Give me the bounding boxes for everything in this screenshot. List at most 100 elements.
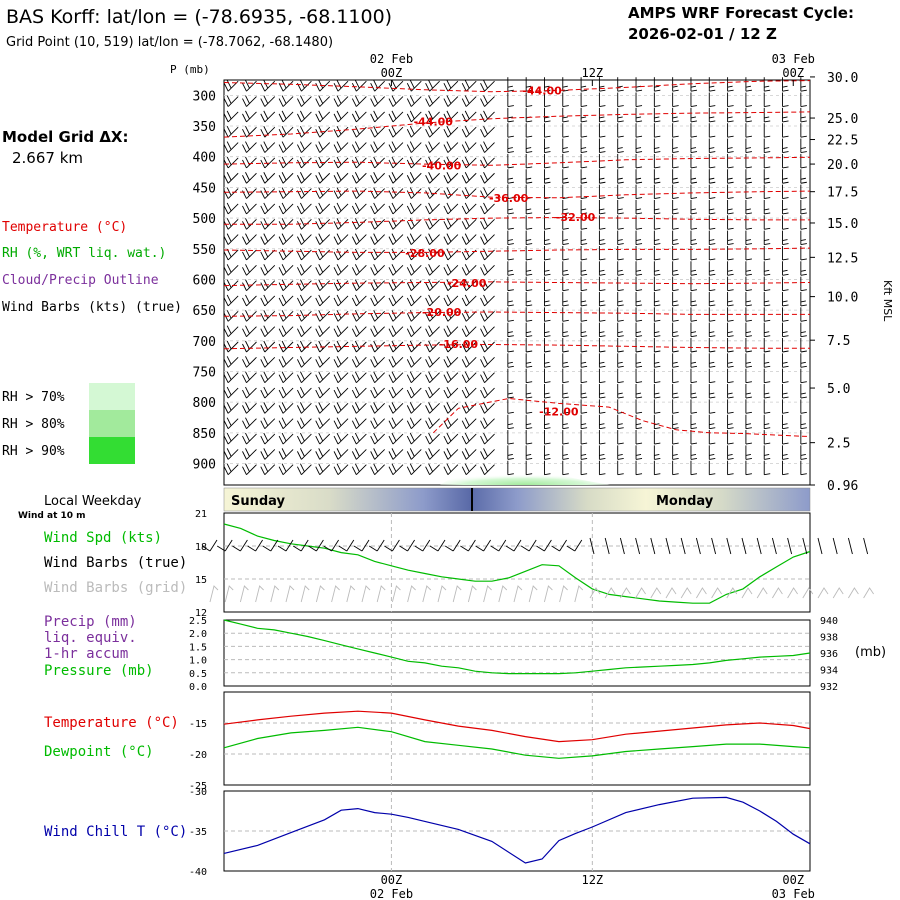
barb-shaft bbox=[356, 142, 367, 153]
wind-barb bbox=[525, 215, 533, 230]
barb-flag bbox=[672, 166, 679, 169]
barb-flag bbox=[617, 300, 623, 303]
barb-flag bbox=[391, 80, 397, 89]
barb-shaft bbox=[264, 372, 276, 384]
barb-flag bbox=[544, 331, 550, 334]
barb-flag bbox=[526, 396, 533, 399]
barb-flag bbox=[727, 89, 734, 92]
wind-barb bbox=[635, 92, 643, 107]
barb-flag bbox=[782, 457, 789, 460]
barb-flag bbox=[544, 427, 551, 430]
barb-shaft bbox=[447, 157, 459, 169]
barb-flag bbox=[300, 202, 305, 212]
barb-flag bbox=[635, 442, 643, 445]
true-wind-barb bbox=[771, 537, 777, 555]
barb-shaft bbox=[465, 357, 477, 368]
barb-flag bbox=[388, 83, 394, 92]
barb-shaft bbox=[301, 295, 312, 307]
barb-flag bbox=[242, 83, 247, 92]
barb-flag bbox=[245, 402, 250, 411]
barb-flag bbox=[226, 356, 232, 365]
wind-barb bbox=[260, 356, 276, 368]
barb-shaft bbox=[410, 295, 422, 307]
wind-barb bbox=[443, 202, 459, 215]
barb-flag bbox=[507, 411, 514, 414]
barb-flag bbox=[764, 319, 771, 322]
barb-flag bbox=[428, 141, 433, 150]
barb-flag bbox=[654, 411, 661, 414]
grid-wind-barb bbox=[255, 585, 264, 603]
isotherm-label: -40.00 bbox=[422, 159, 462, 172]
barb-flag bbox=[336, 218, 342, 227]
barb-shaft bbox=[282, 449, 294, 460]
barb-flag bbox=[483, 386, 488, 396]
wind-barb bbox=[278, 172, 294, 184]
barb-flag bbox=[446, 294, 452, 304]
barb-flag bbox=[764, 85, 770, 88]
barb-flag bbox=[351, 405, 357, 414]
barb-flag bbox=[507, 89, 514, 92]
barb-shaft bbox=[319, 449, 331, 460]
barb-flag bbox=[226, 463, 232, 472]
barb-shaft bbox=[392, 403, 404, 414]
barb-flag bbox=[315, 297, 321, 307]
barb-flag bbox=[318, 110, 324, 120]
barb-shaft bbox=[429, 172, 440, 184]
barb-flag bbox=[373, 172, 379, 181]
wind-barb bbox=[406, 248, 422, 261]
wind-barb bbox=[782, 353, 789, 368]
wind-barb bbox=[260, 202, 276, 215]
wind-barb bbox=[297, 248, 312, 261]
wind-barb bbox=[598, 338, 606, 353]
true-wind-barb bbox=[224, 539, 233, 552]
wind-barb bbox=[333, 141, 349, 153]
windchill-line bbox=[223, 796, 811, 864]
barb-shaft bbox=[319, 418, 331, 430]
barb-flag bbox=[764, 473, 771, 476]
barb-shaft bbox=[264, 449, 276, 460]
barb-flag bbox=[351, 175, 357, 184]
grid-wind-barb bbox=[498, 585, 508, 603]
barb-flag bbox=[562, 473, 569, 476]
barb-flag bbox=[635, 135, 643, 138]
barb-flag bbox=[599, 361, 605, 364]
barb-flag bbox=[800, 208, 806, 211]
barb-flag bbox=[617, 473, 624, 476]
barb-flag bbox=[745, 273, 752, 276]
barb-shaft bbox=[227, 203, 239, 215]
barb-flag bbox=[223, 328, 229, 337]
barb-flag bbox=[245, 325, 250, 334]
barb-flag bbox=[617, 243, 624, 246]
barb-flag bbox=[391, 110, 397, 120]
wind-barb bbox=[425, 371, 440, 384]
wind-barb bbox=[223, 463, 239, 476]
barb-flag bbox=[336, 386, 342, 396]
barb-flag bbox=[672, 227, 679, 230]
pressure-tick-label: 850 bbox=[193, 427, 216, 442]
barb-flag bbox=[507, 135, 514, 138]
barb-flag bbox=[428, 279, 433, 288]
wind-barb bbox=[351, 356, 367, 368]
barb-flag bbox=[672, 304, 679, 307]
barb-shaft bbox=[374, 372, 385, 384]
barb-flag bbox=[226, 417, 232, 426]
barb-shaft bbox=[319, 218, 331, 230]
barb-flag bbox=[690, 243, 698, 246]
pressure-tick-label: 750 bbox=[193, 365, 216, 380]
barb-flag bbox=[562, 177, 568, 180]
true-wind-barb bbox=[817, 537, 823, 555]
barb-flag bbox=[483, 294, 488, 304]
barb-shaft bbox=[484, 372, 495, 384]
wind-barb bbox=[544, 123, 551, 138]
true-wind-barb bbox=[619, 537, 625, 555]
barb-shaft bbox=[319, 464, 331, 476]
wind-barb bbox=[635, 322, 643, 338]
barb-flag bbox=[727, 227, 734, 230]
wind-barb bbox=[544, 445, 551, 460]
barb-flag bbox=[464, 156, 470, 166]
barb-flag bbox=[480, 159, 485, 169]
barb-shaft bbox=[392, 341, 404, 353]
barb-shaft bbox=[337, 111, 349, 123]
wind-barb bbox=[351, 386, 367, 399]
true-wind-barb bbox=[240, 539, 248, 552]
